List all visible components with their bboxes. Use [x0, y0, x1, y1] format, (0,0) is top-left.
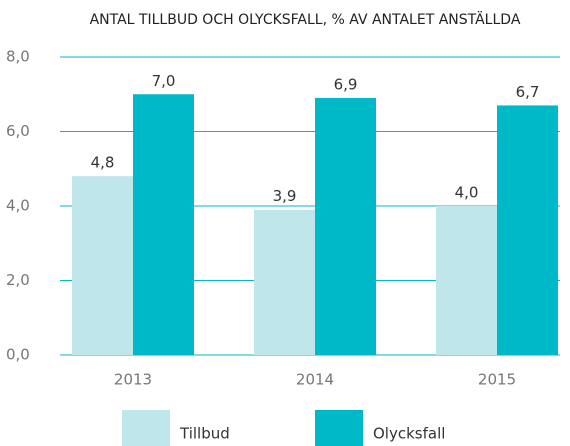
value-label: 3,9: [273, 187, 297, 205]
x-tick-label: 2014: [296, 371, 334, 389]
y-tick-label: 0,0: [6, 346, 30, 364]
y-tick-label: 8,0: [6, 48, 30, 66]
value-label: 7,0: [152, 72, 176, 90]
bar: [436, 206, 497, 355]
legend-swatch: [122, 410, 170, 446]
bar: [72, 176, 133, 355]
bar: [133, 94, 194, 355]
bar: [497, 105, 558, 355]
bar: [315, 97, 376, 355]
bar: [254, 209, 315, 355]
legend-label: Tillbud: [179, 425, 230, 443]
value-label: 4,8: [91, 154, 115, 172]
chart-title: ANTAL TILLBUD OCH OLYCKSFALL, % AV ANTAL…: [90, 10, 521, 28]
y-tick-label: 4,0: [6, 197, 30, 215]
x-tick-label: 2013: [114, 371, 152, 389]
legend-swatch: [315, 410, 363, 446]
value-label: 6,7: [516, 83, 540, 101]
value-label: 6,9: [334, 75, 358, 93]
y-tick-label: 6,0: [6, 122, 30, 140]
x-tick-label: 2015: [478, 371, 516, 389]
value-label: 4,0: [455, 184, 479, 202]
y-tick-label: 2,0: [6, 271, 30, 289]
legend-label: Olycksfall: [373, 425, 445, 443]
